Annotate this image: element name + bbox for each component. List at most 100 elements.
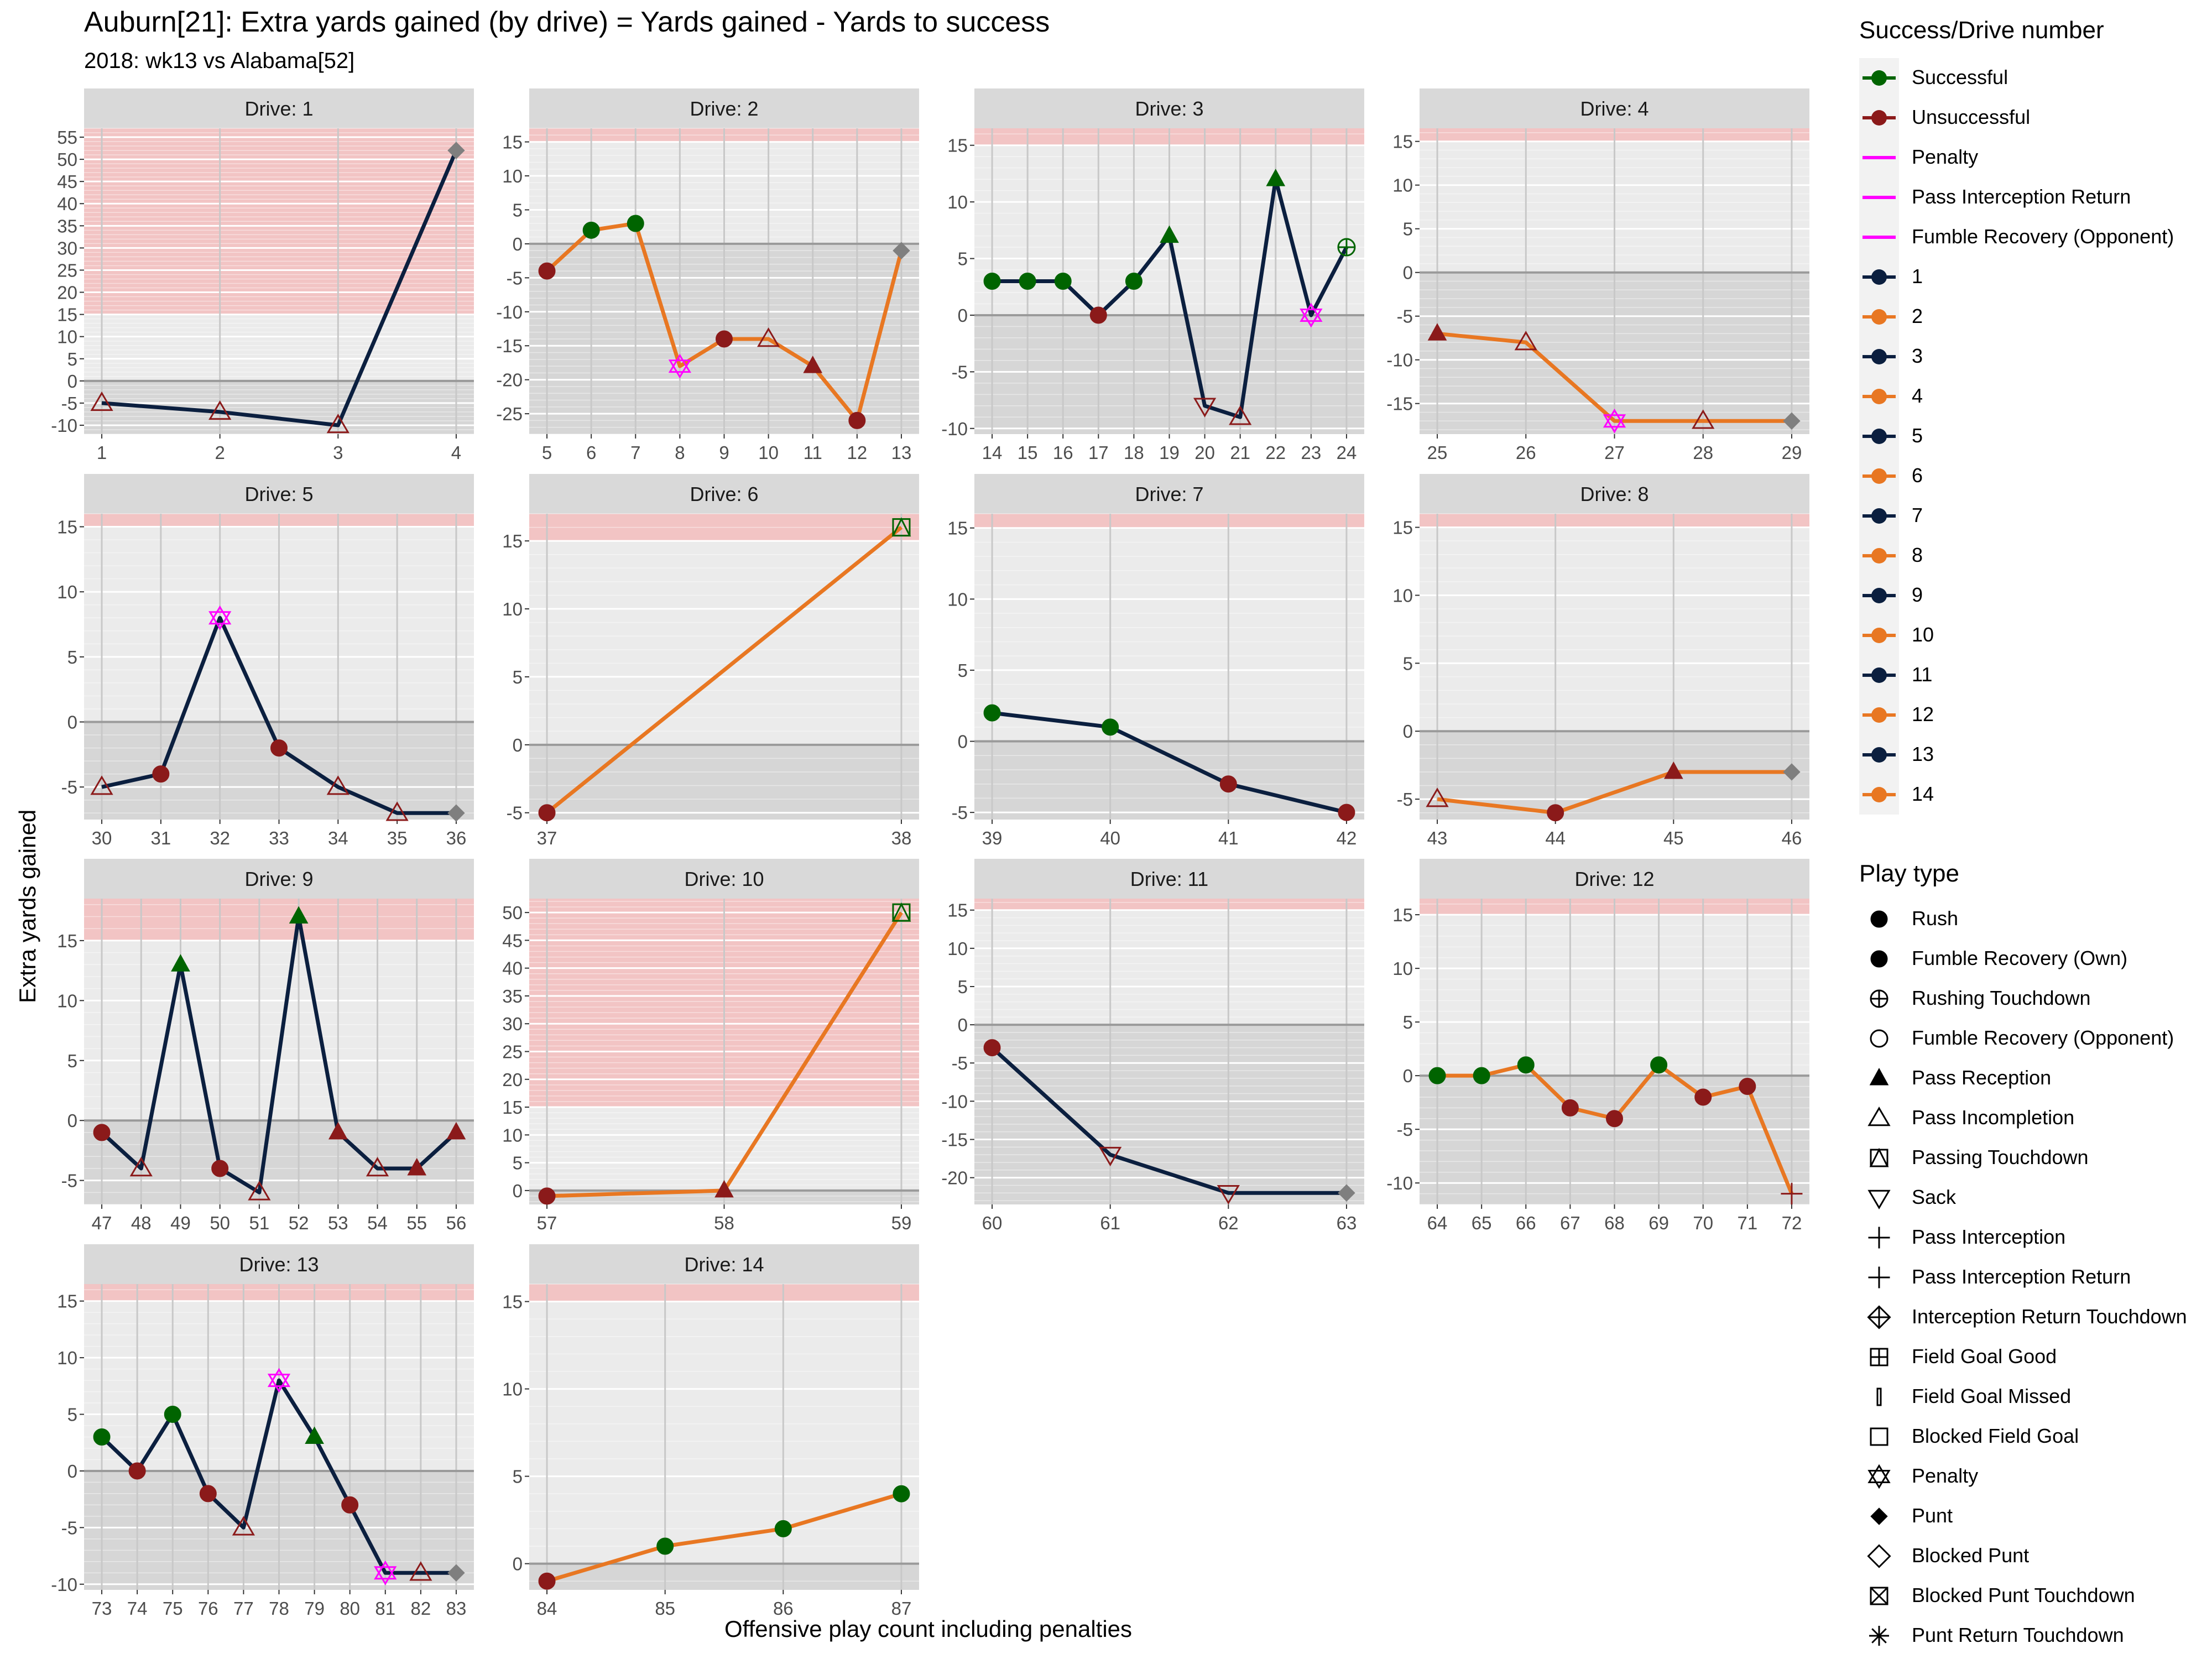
y-tick-label: 10 bbox=[57, 582, 77, 602]
x-tick-label: 13 bbox=[891, 442, 912, 463]
legend-item-label: 11 bbox=[1912, 663, 1933, 686]
x-tick-label: 53 bbox=[328, 1213, 348, 1233]
legend-item-label: Blocked Punt Touchdown bbox=[1912, 1584, 2135, 1606]
x-tick-label: 67 bbox=[1560, 1213, 1580, 1233]
y-tick-label: 10 bbox=[1392, 958, 1413, 979]
panel-strip bbox=[529, 474, 919, 514]
legend-shape-icon bbox=[1869, 1626, 1889, 1646]
legend-shape-icon bbox=[1870, 1427, 1888, 1446]
play-point bbox=[1427, 323, 1447, 341]
y-tick-label: 10 bbox=[502, 599, 523, 619]
y-tick-label: 0 bbox=[67, 1110, 77, 1131]
legend-key-point bbox=[1871, 588, 1887, 603]
legend-key-point bbox=[1871, 110, 1887, 126]
legend-item-label: Field Goal Good bbox=[1912, 1345, 2057, 1368]
x-tick-label: 63 bbox=[1337, 1213, 1357, 1233]
play-point bbox=[366, 1156, 389, 1177]
y-tick-label: 15 bbox=[502, 531, 523, 551]
x-tick-label: 83 bbox=[446, 1598, 467, 1619]
x-tick-label: 82 bbox=[411, 1598, 431, 1619]
x-tick-label: 50 bbox=[210, 1213, 230, 1233]
legend-item-label: Fumble Recovery (Own) bbox=[1912, 947, 2128, 969]
x-tick-label: 6 bbox=[586, 442, 596, 463]
y-tick-label: 35 bbox=[502, 986, 523, 1006]
legend-shape-icon bbox=[1870, 910, 1888, 928]
drive-series-line bbox=[546, 1491, 902, 1583]
play-point bbox=[538, 1187, 556, 1205]
play-point bbox=[267, 1368, 291, 1393]
y-tick-label: -25 bbox=[496, 404, 523, 424]
play-point bbox=[538, 1572, 556, 1590]
y-tick-label: -20 bbox=[941, 1168, 968, 1188]
x-tick-label: 9 bbox=[719, 442, 729, 463]
drive-series-line bbox=[1437, 770, 1792, 815]
y-tick-label: -5 bbox=[507, 803, 523, 823]
x-axis-label: Offensive play count including penalties bbox=[724, 1616, 1133, 1642]
x-tick-label: 80 bbox=[340, 1598, 360, 1619]
play-point bbox=[326, 414, 349, 434]
x-tick-label: 85 bbox=[655, 1598, 675, 1619]
y-tick-label: 5 bbox=[67, 349, 77, 369]
x-tick-label: 3 bbox=[333, 442, 343, 463]
chart-title: Auburn[21]: Extra yards gained (by drive… bbox=[84, 6, 1050, 38]
x-tick-label: 30 bbox=[92, 828, 112, 848]
play-point bbox=[757, 327, 780, 347]
legend-key-point bbox=[1871, 667, 1887, 683]
play-point bbox=[1694, 1088, 1712, 1106]
y-tick-label: 0 bbox=[958, 732, 968, 752]
x-tick-label: 65 bbox=[1472, 1213, 1492, 1233]
y-tick-label: 15 bbox=[502, 1292, 523, 1312]
panel-strip bbox=[974, 474, 1364, 514]
play-point bbox=[1229, 405, 1252, 425]
play-point bbox=[90, 391, 113, 411]
legend-shape-icon bbox=[1867, 1544, 1891, 1568]
x-tick-label: 45 bbox=[1663, 828, 1684, 848]
y-tick-label: 15 bbox=[947, 900, 968, 921]
y-tick-label: -5 bbox=[61, 777, 77, 797]
panel-strip-label: Drive: 8 bbox=[1580, 483, 1648, 505]
y-tick-label: 40 bbox=[57, 194, 77, 214]
panel-strip-label: Drive: 2 bbox=[690, 97, 758, 120]
x-tick-label: 26 bbox=[1516, 442, 1536, 463]
y-tick-label: -15 bbox=[941, 1129, 968, 1150]
play-point bbox=[93, 1428, 111, 1446]
y-tick-label: 0 bbox=[1403, 1066, 1413, 1086]
legend-key-point bbox=[1871, 269, 1887, 285]
y-tick-label: 50 bbox=[57, 149, 77, 170]
play-point bbox=[409, 1561, 432, 1581]
x-tick-label: 24 bbox=[1337, 442, 1357, 463]
x-tick-label: 73 bbox=[92, 1598, 112, 1619]
y-tick-label: 15 bbox=[947, 135, 968, 156]
y-tick-label: 10 bbox=[502, 1125, 523, 1145]
legend-item-label: Pass Interception bbox=[1912, 1225, 2066, 1248]
play-point bbox=[1739, 1078, 1756, 1095]
legend-item-label: 5 bbox=[1912, 424, 1923, 447]
x-tick-label: 20 bbox=[1194, 442, 1215, 463]
y-tick-label: -10 bbox=[1386, 350, 1413, 371]
y-axis-label: Extra yards gained bbox=[14, 809, 40, 1003]
play-point bbox=[232, 1516, 255, 1536]
drive-panel: Drive: 4 -15 -10 -5 0 5 10 15 25 26 27 28 29 bbox=[1386, 88, 1809, 463]
panel-strip-label: Drive: 7 bbox=[1135, 483, 1203, 505]
panel-strip bbox=[1420, 859, 1809, 899]
x-tick-label: 5 bbox=[542, 442, 552, 463]
y-tick-label: -5 bbox=[61, 1171, 77, 1191]
play-point bbox=[1692, 409, 1715, 429]
y-tick-label: 5 bbox=[67, 1405, 77, 1425]
drive-panel: Drive: 2 -25 -20 -15 -10 -5 0 5 10 15 5 6 7 8 9 10 11 12 1… bbox=[496, 88, 919, 463]
play-point bbox=[1217, 1185, 1240, 1205]
play-point bbox=[582, 221, 600, 239]
play-point bbox=[1338, 1184, 1355, 1202]
legend-key-point bbox=[1871, 389, 1887, 404]
x-tick-label: 86 bbox=[773, 1598, 794, 1619]
legend-shape-icon bbox=[1870, 1029, 1888, 1048]
y-tick-label: 5 bbox=[513, 667, 523, 687]
panel-strip-label: Drive: 3 bbox=[1135, 97, 1203, 120]
y-tick-label: 10 bbox=[57, 327, 77, 347]
legend-item-label: Field Goal Missed bbox=[1912, 1385, 2072, 1407]
y-tick-label: 5 bbox=[513, 1467, 523, 1487]
drive-series-line bbox=[1437, 331, 1792, 423]
drive-panel: Drive: 14 0 5 10 15 84 85 86 87 bbox=[502, 1244, 919, 1619]
play-point bbox=[1606, 1110, 1623, 1128]
